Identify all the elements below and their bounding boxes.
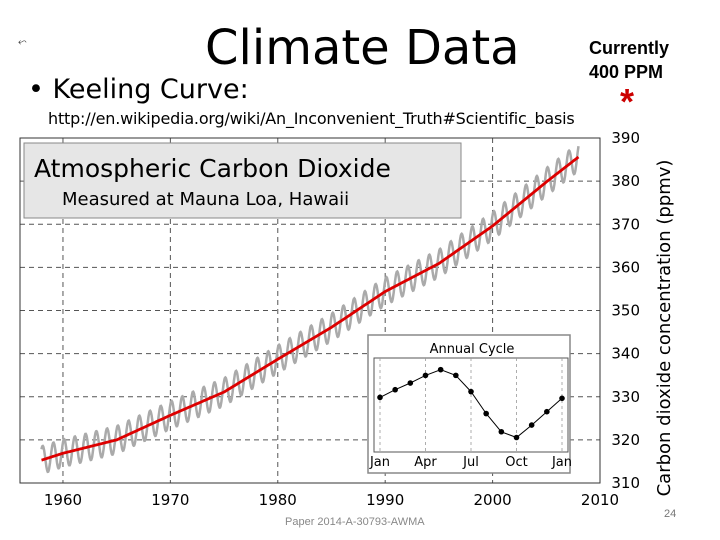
y-tick-label: 330 [611, 388, 640, 406]
y-tick-label: 350 [611, 302, 640, 320]
y-tick-label: 360 [611, 258, 640, 276]
y-axis-label: Carbon dioxide concentration (ppmv) [654, 160, 675, 497]
inset-point [407, 380, 414, 386]
y-tick-label: 370 [611, 215, 640, 233]
x-tick-label: 1970 [151, 491, 189, 509]
chart-title: Atmospheric Carbon Dioxide [34, 154, 391, 183]
bullet-keeling-curve: • Keeling Curve: [28, 74, 249, 105]
y-tick-label: 390 [611, 129, 640, 147]
x-tick-label: 2010 [581, 491, 619, 509]
y-tick-label: 320 [611, 431, 640, 449]
inset-x-label: Jan [369, 455, 390, 470]
inset-point [483, 410, 489, 417]
inset-point [422, 372, 429, 379]
inset-x-label: Jul [462, 455, 479, 470]
inset-x-label: Apr [414, 455, 437, 470]
slide-note-icon: ⬿ [18, 36, 27, 48]
chart-subtitle: Measured at Mauna Loa, Hawaii [62, 189, 349, 210]
trend-line [41, 155, 580, 462]
slide-title: Climate Data [205, 20, 520, 76]
inset-x-label: Oct [505, 455, 527, 470]
note-currently: Currently [589, 38, 670, 58]
inset-point [377, 394, 383, 401]
inset-point [392, 386, 398, 393]
annual-cycle-inset: Annual Cycle Jan Apr Jul Oct Jan [367, 334, 572, 474]
x-tick-label: 1990 [366, 491, 404, 509]
y-tick-label: 310 [611, 474, 640, 492]
y-tick-label: 380 [611, 172, 640, 190]
inset-point [528, 422, 535, 428]
keeling-curve-chart: Atmospheric Carbon Dioxide Measured at M… [19, 129, 675, 509]
inset-point [468, 388, 474, 395]
inset-point [498, 428, 505, 435]
note-ppm: 400 PPM [589, 62, 664, 82]
inset-point [513, 434, 520, 441]
source-url-link[interactable]: http://en.wikipedia.org/wiki/An_Inconven… [48, 109, 575, 128]
x-tick-label: 1960 [44, 491, 82, 509]
inset-point [559, 395, 565, 402]
x-tick-label: 2000 [473, 491, 511, 509]
seasonal-series [40, 146, 580, 474]
inset-x-label: Jan [551, 455, 572, 470]
chart-title-box [23, 142, 462, 219]
y-tick-labels: 310 320 330 340 350 360 370 380 390 [611, 129, 640, 492]
seasonal-line [40, 146, 580, 474]
x-tick-labels: 1960 1970 1980 1990 2000 2010 [44, 491, 619, 509]
footer-paper-id: Paper 2014-A-30793-AWMA [285, 516, 425, 528]
inset-point [544, 408, 550, 415]
inset-point [453, 372, 459, 379]
inset-x-labels: Jan Apr Jul Oct Jan [369, 455, 572, 470]
page-number: 24 [664, 508, 677, 520]
y-tick-label: 340 [611, 345, 640, 363]
x-tick-label: 1980 [259, 491, 297, 509]
plot-frame [19, 137, 601, 484]
inset-points [377, 366, 565, 441]
inset-point [437, 366, 444, 373]
inset-title: Annual Cycle [430, 342, 515, 357]
asterisk-marker: * [620, 81, 635, 122]
trend-series [41, 155, 580, 462]
